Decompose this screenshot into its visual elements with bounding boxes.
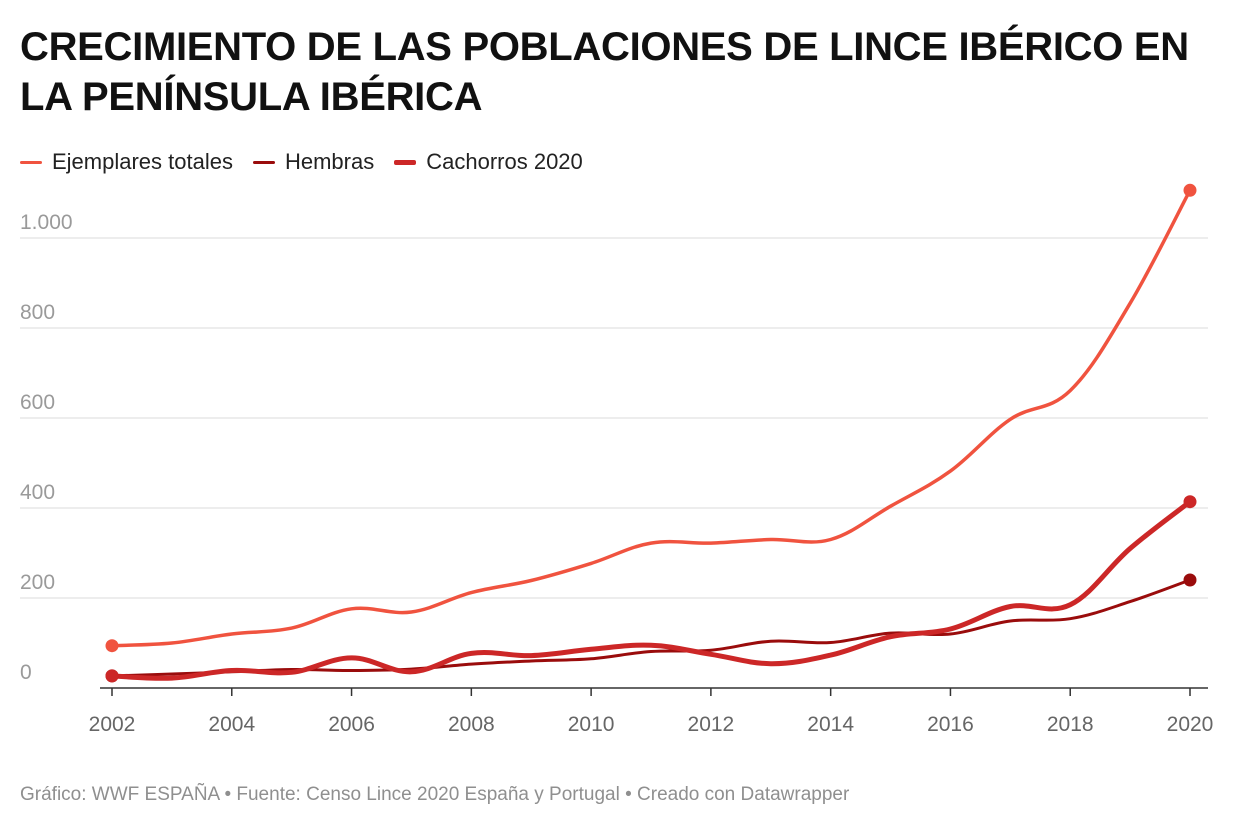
x-tick-label-2016: 2016 <box>927 713 974 736</box>
end-marker-cachorros <box>1183 495 1197 509</box>
chart-title: CRECIMIENTO DE LAS POBLACIONES DE LINCE … <box>20 25 1189 119</box>
series-line-cachorros-2020 <box>109 499 1193 681</box>
y-tick-label-400: 400 <box>20 481 55 504</box>
x-tick-label-2004: 2004 <box>208 713 255 736</box>
series-lines <box>109 188 1193 681</box>
end-marker-ejemplares <box>1183 183 1197 197</box>
legend-label-cachorros: Cachorros 2020 <box>426 149 583 174</box>
grid-lines <box>20 237 1208 599</box>
x-tick-label-2002: 2002 <box>89 713 136 736</box>
legend-swatch-ejemplares <box>20 160 42 164</box>
x-tick-label-2008: 2008 <box>448 713 495 736</box>
end-marker-hembras <box>1183 573 1197 587</box>
y-tick-label-800: 800 <box>20 301 55 324</box>
x-tick-label-2018: 2018 <box>1047 713 1094 736</box>
y-tick-label-600: 600 <box>20 391 55 414</box>
x-tick-label-2020: 2020 <box>1167 713 1214 736</box>
chart-footer-source: Gráfico: WWF ESPAÑA • Fuente: Censo Linc… <box>20 784 850 805</box>
x-tick-label-2012: 2012 <box>688 713 735 736</box>
endpoint-markers <box>105 183 1197 683</box>
x-tick-label-2006: 2006 <box>328 713 375 736</box>
series-line-ejemplares-totales <box>110 188 1192 648</box>
start-marker-cachorros <box>105 669 119 683</box>
series-line-hembras <box>110 578 1192 678</box>
y-tick-label-1000: 1.000 <box>20 211 73 234</box>
legend-item-ejemplares: Ejemplares totales <box>20 149 233 175</box>
chart-legend: Ejemplares totales Hembras Cachorros 202… <box>20 148 603 176</box>
x-tick-label-2014: 2014 <box>807 713 854 736</box>
y-tick-label-0: 0 <box>20 661 32 684</box>
legend-item-cachorros: Cachorros 2020 <box>394 149 583 175</box>
legend-swatch-hembras <box>252 160 275 164</box>
y-axis-tick-labels: 0 200 400 600 800 1.000 <box>20 211 73 684</box>
start-marker-ejemplares <box>105 639 119 653</box>
legend-label-ejemplares: Ejemplares totales <box>52 149 233 174</box>
legend-item-hembras: Hembras <box>252 149 375 175</box>
legend-label-hembras: Hembras <box>284 149 375 174</box>
x-tick-label-2010: 2010 <box>568 713 615 736</box>
x-axis: 2002 2004 2006 2008 2010 2012 2014 2016 2018 2020 <box>89 687 1214 736</box>
legend-swatch-cachorros <box>394 159 417 165</box>
y-tick-label-200: 200 <box>20 571 55 594</box>
